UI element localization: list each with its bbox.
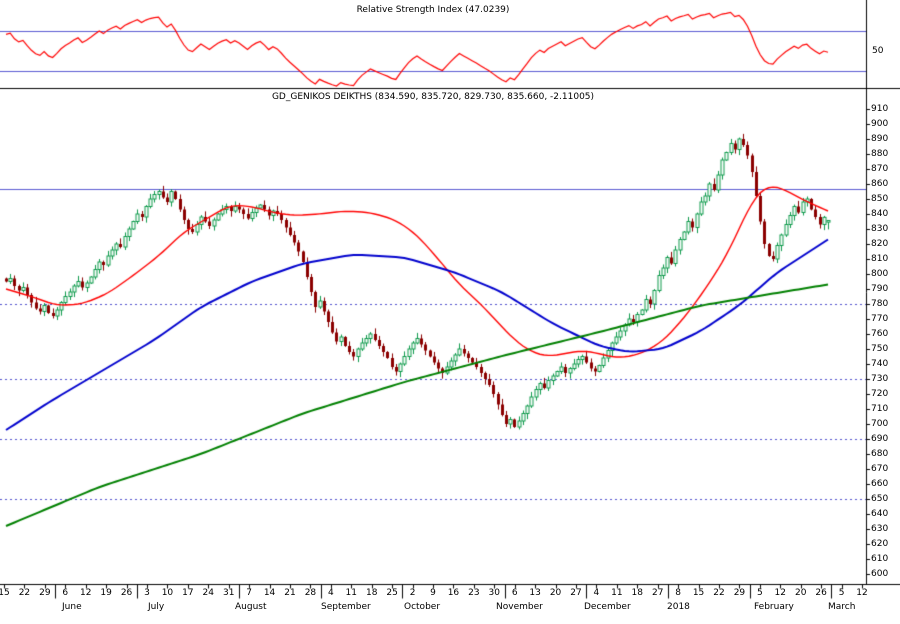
x-tick-label: 22	[713, 588, 725, 598]
x-tick-label: 11	[611, 588, 623, 598]
x-tick-label: 14	[263, 588, 276, 598]
x-tick-label: 28	[304, 588, 317, 598]
month-label: August	[235, 602, 267, 612]
y-tick-label: 900	[871, 119, 889, 129]
y-tick-label: 890	[871, 134, 889, 144]
y-tick-label: 760	[871, 329, 889, 339]
price-panel-title: GD_GENIKOS DEIKTHS (834.590, 835.720, 82…	[271, 92, 595, 102]
y-tick-label: 670	[871, 464, 889, 474]
x-tick-label: 24	[202, 588, 214, 598]
x-tick-label: 27	[651, 588, 664, 598]
y-tick-label: 600	[871, 569, 889, 579]
x-tick-label: 20	[794, 588, 807, 598]
x-tick-label: 3	[144, 588, 150, 598]
x-tick-label: 9	[430, 588, 436, 598]
x-tick-label: 10	[161, 588, 174, 598]
x-tick-label: 22	[18, 588, 31, 598]
month-label: September	[321, 602, 371, 612]
y-tick-label: 790	[871, 284, 889, 294]
month-label: 2018	[667, 602, 690, 612]
x-tick-label: 18	[631, 588, 643, 598]
y-tick-label: 740	[871, 359, 889, 369]
x-tick-label: 13	[529, 588, 541, 598]
rsi-panel-title: Relative Strength Index (47.0239)	[356, 5, 510, 15]
x-tick-label: 4	[593, 588, 600, 598]
y-tick-label: 650	[871, 494, 889, 504]
y-tick-label: 820	[871, 239, 889, 249]
y-tick-label: 910	[871, 104, 889, 114]
x-tick-label: 16	[447, 588, 460, 598]
month-label: December	[584, 602, 631, 612]
x-tick-label: 11	[345, 588, 357, 598]
x-tick-label: 12	[856, 588, 868, 598]
y-tick-label: 630	[871, 524, 889, 534]
y-tick-label: 830	[871, 224, 889, 234]
y-tick-label: 680	[871, 449, 889, 459]
x-tick-label: 19	[100, 588, 112, 598]
x-tick-label: 26	[815, 588, 827, 598]
x-tick-label: 29	[39, 588, 51, 598]
x-tick-label: 12	[79, 588, 92, 598]
x-tick-label: 5	[756, 588, 763, 598]
month-label: October	[404, 602, 441, 612]
x-tick-label: 25	[386, 588, 398, 598]
x-tick-label: 30	[488, 588, 500, 598]
x-tick-label: 8	[675, 588, 681, 598]
y-tick-label: 640	[871, 509, 889, 519]
y-tick-label: 880	[871, 149, 889, 159]
x-tick-label: 7	[246, 588, 252, 598]
x-tick-label: 18	[365, 588, 378, 598]
y-tick-label: 770	[871, 314, 889, 324]
x-tick-label: 15	[692, 588, 705, 598]
month-label: November	[496, 602, 543, 612]
y-tick-label: 840	[871, 209, 889, 219]
x-tick-label: 26	[120, 588, 133, 598]
x-tick-label: 5	[838, 588, 845, 598]
y-tick-label: 710	[871, 404, 889, 414]
y-tick-label: 800	[871, 269, 889, 279]
x-tick-label: 21	[284, 588, 296, 598]
x-tick-label: 17	[182, 588, 194, 598]
x-tick-label: 23	[468, 588, 480, 598]
x-tick-label: 29	[733, 588, 746, 598]
x-tick-label: 27	[570, 588, 582, 598]
y-tick-label: 610	[871, 554, 889, 564]
y-tick-label: 690	[871, 434, 889, 444]
y-tick-label: 720	[871, 389, 889, 399]
y-tick-label: 780	[871, 299, 889, 309]
y-tick-label: 700	[871, 419, 889, 429]
y-tick-label: 870	[871, 164, 889, 174]
y-tick-label: 860	[871, 179, 889, 189]
x-tick-label: 15	[0, 588, 10, 598]
x-tick-label: 6	[511, 588, 518, 598]
y-tick-label: 850	[871, 194, 889, 204]
x-tick-label: 31	[222, 588, 235, 598]
month-label: July	[148, 602, 165, 612]
y-tick-label: 810	[871, 254, 889, 264]
x-tick-label: 20	[549, 588, 562, 598]
y-tick-label: 730	[871, 374, 889, 384]
y-tick-label: 750	[871, 344, 889, 354]
month-label: March	[828, 602, 856, 612]
y-tick-label: 620	[871, 539, 889, 549]
rsi-mid-level-label: 50	[872, 46, 884, 56]
x-tick-label: 4	[327, 588, 334, 598]
x-tick-label: 12	[774, 588, 786, 598]
x-tick-label: 6	[62, 588, 69, 598]
month-label: February	[754, 602, 794, 612]
month-label: June	[62, 602, 82, 612]
y-tick-label: 660	[871, 479, 889, 489]
x-tick-label: 2	[409, 588, 416, 598]
